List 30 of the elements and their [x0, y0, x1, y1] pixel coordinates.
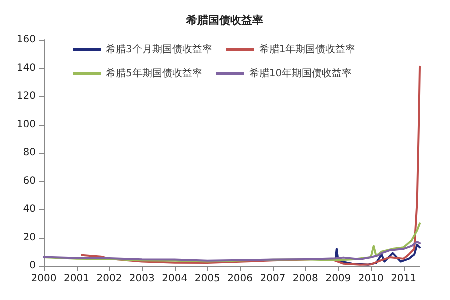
line-series	[81, 66, 421, 266]
line-series	[43, 222, 421, 263]
y-tick-label: 40	[23, 204, 36, 215]
legend-label: 希腊5年期国债收益率	[106, 68, 202, 80]
y-tick-label: 160	[16, 34, 36, 46]
line-series	[43, 240, 421, 262]
line-series	[334, 244, 421, 266]
y-tick-label: 0	[30, 260, 36, 272]
y-tick-label: 80	[23, 148, 36, 158]
x-tick-label: 2007	[260, 274, 286, 284]
legend-label: 希腊1年期国债收益率	[259, 44, 356, 56]
legend-label: 希腊10年期国债收益率	[249, 68, 352, 80]
legend-label: 希腊3个月期国债收益率	[106, 44, 212, 56]
y-tick-label: 20	[23, 232, 36, 244]
y-tick-label: 120	[16, 91, 36, 102]
x-tick-label: 2003	[129, 274, 155, 284]
x-tick-label: 2004	[162, 274, 188, 284]
y-tick-label: 60	[23, 176, 36, 187]
x-tick-label: 2000	[31, 274, 57, 284]
y-tick-label: 140	[16, 62, 36, 74]
x-tick-label: 2001	[64, 274, 90, 284]
x-tick-label: 2011	[391, 274, 417, 284]
chart-title: 希腊国债收益率	[186, 14, 264, 27]
x-tick-label: 2008	[292, 274, 318, 284]
x-tick-label: 2009	[326, 274, 352, 284]
x-tick-label: 2005	[194, 274, 220, 284]
x-tick-label: 2010	[358, 274, 384, 284]
y-tick-label: 100	[16, 119, 36, 130]
x-tick-label: 2006	[228, 274, 254, 284]
x-tick-label: 2002	[96, 274, 122, 284]
